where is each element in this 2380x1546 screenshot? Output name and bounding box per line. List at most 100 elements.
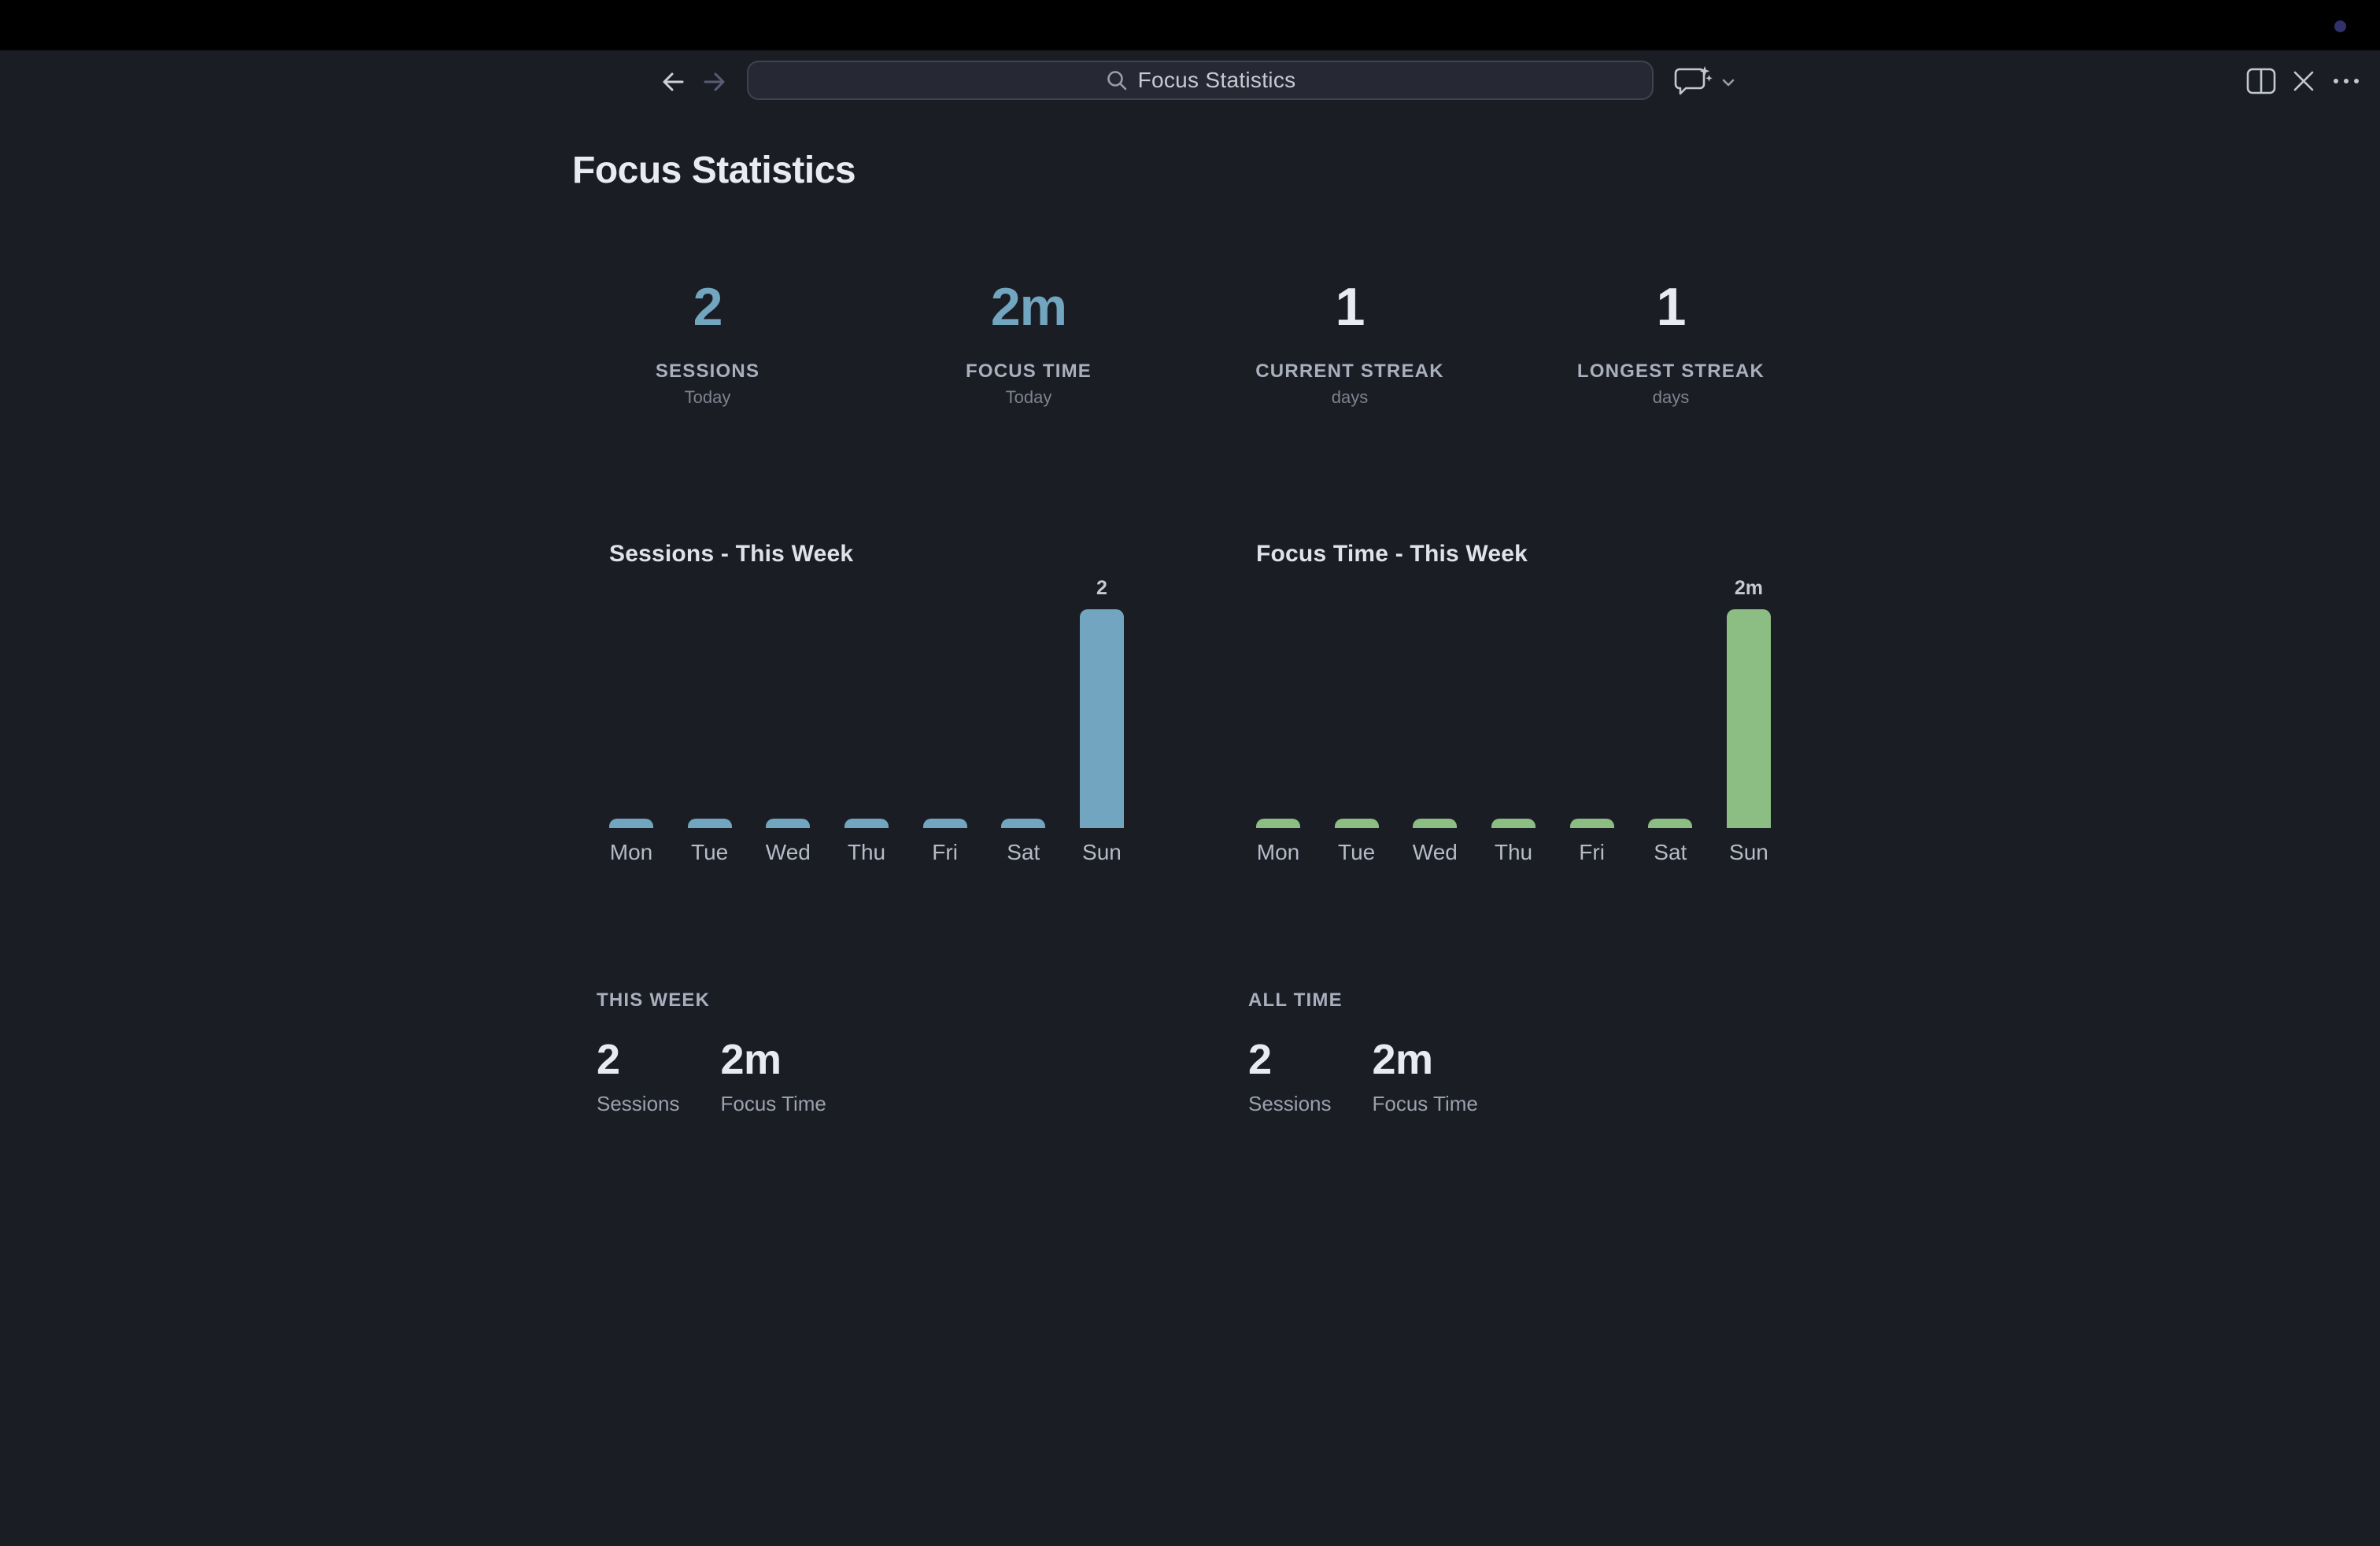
bar-value-label: 2 bbox=[1096, 577, 1107, 599]
x-axis-label: Fri bbox=[1579, 840, 1605, 864]
bar bbox=[1648, 819, 1693, 828]
x-label-cell: Sat bbox=[1001, 839, 1045, 866]
page-title: Focus Statistics bbox=[572, 150, 856, 191]
bar-cell bbox=[1334, 819, 1379, 828]
stat-value: 2m bbox=[990, 277, 1067, 337]
x-label-cell: Wed bbox=[765, 839, 811, 866]
summary-item-label: Sessions bbox=[597, 1092, 680, 1115]
summary-all-time: ALL TIME 2 Sessions 2m Focus Time bbox=[1248, 989, 1478, 1116]
stat-card: 1 LONGEST STREAK days bbox=[1510, 277, 1831, 409]
x-label-cell: Mon bbox=[1256, 839, 1300, 866]
bar-cell bbox=[1569, 819, 1614, 828]
arrow-right-icon bbox=[699, 66, 730, 100]
bar-cell bbox=[1648, 819, 1693, 828]
x-axis-label: Thu bbox=[1494, 840, 1533, 864]
summary-this-week: THIS WEEK 2 Sessions 2m Focus Time bbox=[597, 989, 826, 1116]
bar-cell bbox=[609, 819, 653, 828]
x-label-cell: Tue bbox=[1335, 839, 1379, 866]
focus-time-week-chart: Focus Time - This Week 2m Mon Tue Wed Thu Fr… bbox=[1256, 539, 1771, 866]
split-view-button[interactable] bbox=[2242, 63, 2280, 101]
bar bbox=[1256, 819, 1300, 828]
stats-row: 2 SESSIONS Today 2m FOCUS TIME Today 1 CURRENT … bbox=[547, 277, 1831, 409]
bar-cell bbox=[766, 819, 811, 828]
summary-value: 2 bbox=[597, 1036, 620, 1083]
bar-cell bbox=[687, 819, 732, 828]
stat-sublabel: days bbox=[1331, 387, 1369, 407]
summary-item-label: Focus Time bbox=[1372, 1092, 1478, 1115]
x-label-cell: Wed bbox=[1412, 839, 1458, 866]
x-label-cell: Sun bbox=[1080, 839, 1124, 866]
summary-item: 2m Focus Time bbox=[1373, 1035, 1478, 1116]
bar bbox=[1569, 819, 1614, 828]
bar-cell bbox=[922, 819, 967, 828]
ellipsis-icon bbox=[2330, 76, 2362, 88]
x-label-cell: Sat bbox=[1648, 839, 1692, 866]
arrow-left-icon bbox=[657, 66, 689, 100]
chart-bars: 2 bbox=[609, 576, 1124, 828]
more-options-button[interactable] bbox=[2326, 63, 2367, 101]
app-window: Focus Statistics bbox=[0, 50, 2380, 1546]
stat-value: 2 bbox=[693, 277, 723, 337]
bar-cell: 2m bbox=[1726, 577, 1771, 828]
bar bbox=[1334, 819, 1379, 828]
summary-label: ALL TIME bbox=[1248, 989, 1343, 1011]
bar bbox=[922, 819, 967, 828]
x-axis-label: Sat bbox=[1654, 840, 1687, 864]
bar-cell bbox=[1413, 819, 1458, 828]
stat-sublabel: Today bbox=[1005, 387, 1052, 407]
chart-bars: 2m bbox=[1256, 576, 1771, 828]
x-axis-label: Wed bbox=[1412, 840, 1458, 864]
recording-indicator-dot bbox=[2334, 20, 2346, 32]
summary-label: THIS WEEK bbox=[597, 989, 711, 1011]
bar bbox=[1001, 819, 1046, 828]
stat-label: FOCUS TIME bbox=[966, 361, 1092, 382]
stat-card: 2 SESSIONS Today bbox=[547, 277, 868, 409]
split-view-icon bbox=[2245, 67, 2277, 98]
stat-sublabel: Today bbox=[684, 387, 731, 407]
summary-item-label: Sessions bbox=[1248, 1092, 1332, 1115]
chart-x-labels: Mon Tue Wed Thu Fri Sat Sun bbox=[1256, 839, 1771, 866]
summary-value: 2m bbox=[720, 1036, 782, 1083]
bar bbox=[844, 819, 889, 828]
summary-items: 2 Sessions 2m Focus Time bbox=[1248, 1035, 1478, 1116]
toolbar: Focus Statistics bbox=[0, 50, 2380, 115]
bar-cell bbox=[1256, 819, 1300, 828]
x-axis-label: Tue bbox=[691, 840, 729, 864]
x-axis-label: Thu bbox=[847, 840, 886, 864]
stat-value: 1 bbox=[1335, 277, 1366, 337]
bar bbox=[1491, 819, 1536, 828]
ai-chat-button[interactable] bbox=[1670, 61, 1741, 104]
summary-items: 2 Sessions 2m Focus Time bbox=[597, 1035, 826, 1116]
x-label-cell: Fri bbox=[1570, 839, 1614, 866]
address-bar-text: Focus Statistics bbox=[1137, 68, 1296, 92]
stat-card: 1 CURRENT STREAK days bbox=[1189, 277, 1510, 409]
bar bbox=[687, 819, 732, 828]
x-axis-label: Tue bbox=[1338, 840, 1376, 864]
x-label-cell: Sun bbox=[1727, 839, 1771, 866]
x-axis-label: Sun bbox=[1082, 840, 1122, 864]
close-tab-button[interactable] bbox=[2285, 63, 2323, 101]
x-axis-label: Sun bbox=[1729, 840, 1768, 864]
x-label-cell: Tue bbox=[688, 839, 732, 866]
x-label-cell: Mon bbox=[609, 839, 653, 866]
stat-label: LONGEST STREAK bbox=[1576, 361, 1765, 382]
stat-sublabel: days bbox=[1652, 387, 1690, 407]
chat-sparkle-icon bbox=[1673, 65, 1714, 101]
summary-item-label: Focus Time bbox=[720, 1092, 826, 1115]
chart-x-labels: Mon Tue Wed Thu Fri Sat Sun bbox=[609, 839, 1124, 866]
chart-title: Sessions - This Week bbox=[609, 541, 854, 567]
x-axis-label: Sat bbox=[1007, 840, 1040, 864]
x-axis-label: Mon bbox=[1256, 840, 1300, 864]
back-button[interactable] bbox=[654, 64, 692, 102]
stat-card: 2m FOCUS TIME Today bbox=[868, 277, 1189, 409]
summary-value: 2m bbox=[1372, 1036, 1434, 1083]
bar bbox=[1079, 609, 1124, 828]
close-icon bbox=[2291, 68, 2316, 96]
chart-title: Focus Time - This Week bbox=[1256, 541, 1528, 567]
sessions-week-chart: Sessions - This Week 2 Mon Tue Wed Thu Fri Sa… bbox=[609, 539, 1124, 866]
address-bar[interactable]: Focus Statistics bbox=[747, 61, 1654, 100]
forward-button[interactable] bbox=[696, 64, 734, 102]
summary-item: 2 Sessions bbox=[597, 1035, 680, 1116]
stat-label: SESSIONS bbox=[655, 361, 760, 382]
x-axis-label: Wed bbox=[765, 840, 811, 864]
